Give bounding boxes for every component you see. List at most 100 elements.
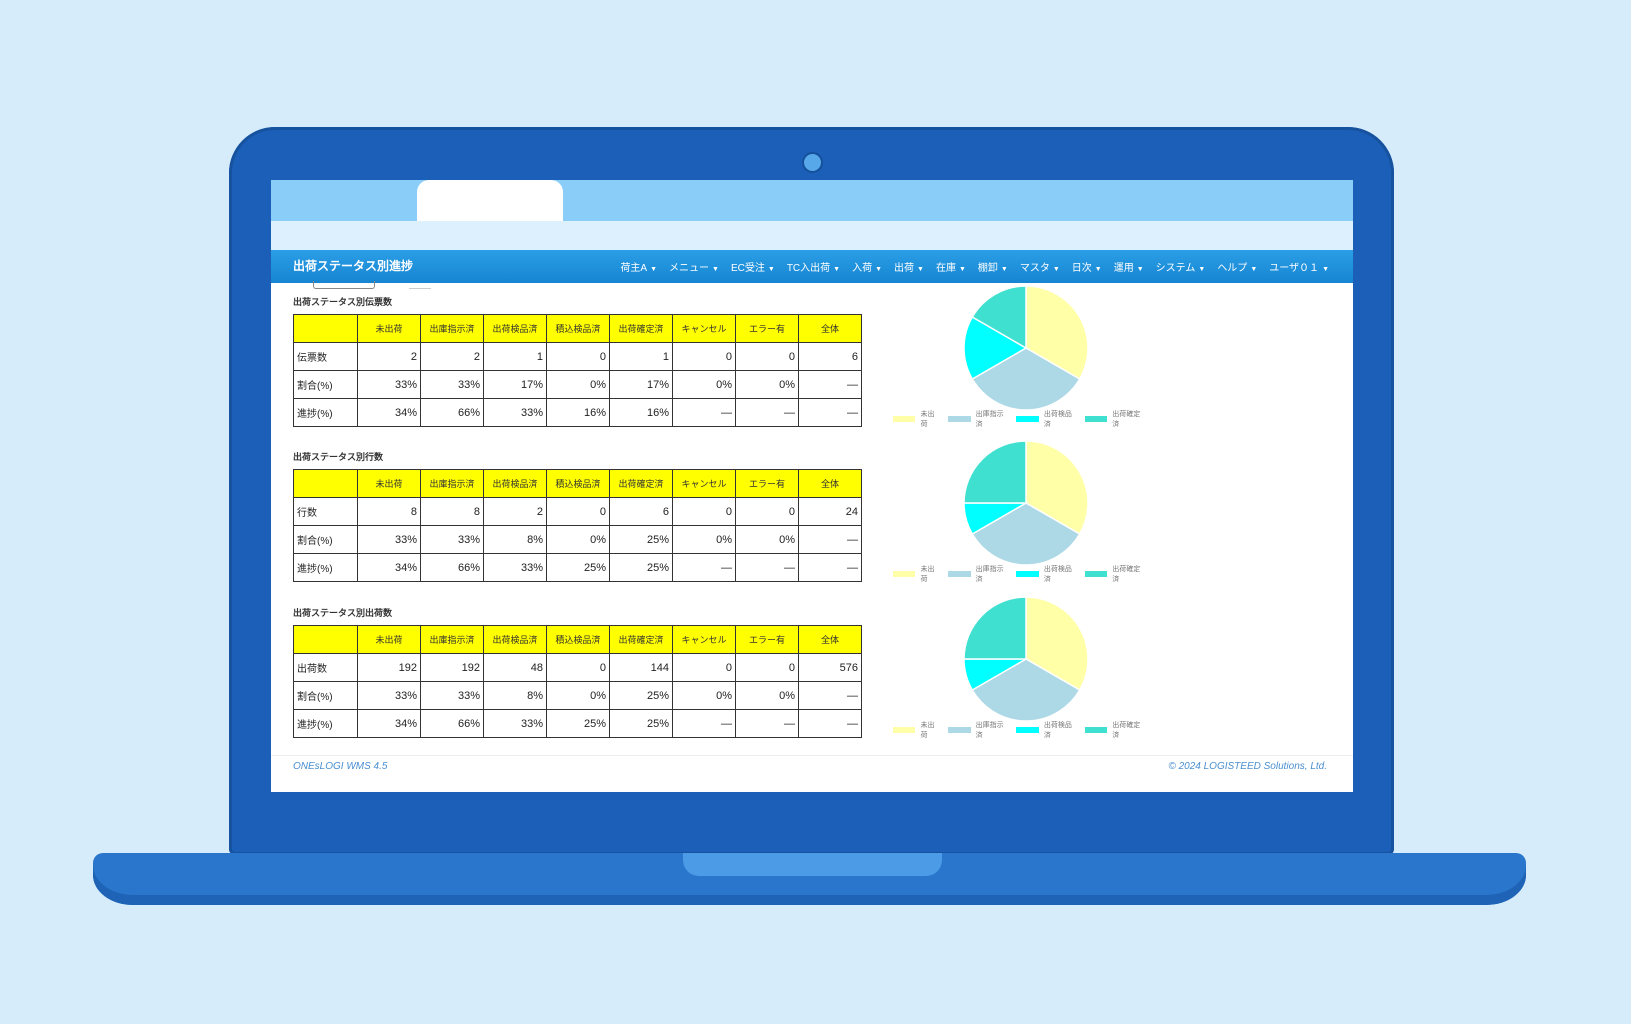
nav-menu-item[interactable]: ヘルプ ▼ xyxy=(1217,259,1257,274)
status-section: 出荷ステータス別行数 未出荷 出庫指示済 出荷検品済 積込検品済 出荷確定済 キャンセル エラ… xyxy=(293,440,1153,600)
nav-menu-item[interactable]: システム ▼ xyxy=(1156,259,1206,274)
column-header: 出荷確定済 xyxy=(609,314,673,343)
column-header: キャンセル xyxy=(672,469,736,498)
table-cell: 0 xyxy=(735,653,799,682)
pie-slice[interactable] xyxy=(963,440,1027,504)
table-cell: 34% xyxy=(357,398,421,427)
nav-menu-item[interactable]: ユーザ０１ ▼ xyxy=(1269,259,1329,274)
nav-menu-item[interactable]: 入荷 ▼ xyxy=(852,259,882,274)
auto-refresh-toggle[interactable] xyxy=(409,281,431,289)
pie-slice[interactable] xyxy=(963,596,1027,660)
table-cell: 0 xyxy=(672,342,736,371)
legend-label: 出庫指示済 xyxy=(975,410,1004,428)
table-cell: 0 xyxy=(546,342,610,371)
column-header: 未出荷 xyxy=(357,469,421,498)
caret-down-icon: ▼ xyxy=(958,266,966,273)
nav-menu-item[interactable]: 出荷 ▼ xyxy=(894,259,924,274)
column-header: 出荷確定済 xyxy=(609,469,673,498)
update-button[interactable] xyxy=(313,281,375,289)
legend-swatch xyxy=(893,571,916,577)
table-cell: 0% xyxy=(672,525,736,554)
legend-item[interactable]: 出荷検品済 xyxy=(1016,720,1076,740)
table-cell: — xyxy=(672,709,736,738)
nav-menu-label: 入荷 xyxy=(852,263,873,274)
legend-label: 出荷確定済 xyxy=(1112,410,1141,428)
legend-label: 未出荷 xyxy=(920,721,935,739)
pie-slice[interactable] xyxy=(1025,285,1089,381)
table-cell: 0% xyxy=(672,681,736,710)
legend-swatch xyxy=(1016,727,1039,733)
legend-item[interactable]: 出荷検品済 xyxy=(1016,564,1076,584)
legend-item[interactable]: 出荷検品済 xyxy=(1016,409,1076,429)
nav-menu-label: ヘルプ xyxy=(1217,263,1248,274)
nav-menu-label: システム xyxy=(1155,263,1196,274)
caret-down-icon: ▼ xyxy=(875,266,883,273)
table-cell: 34% xyxy=(357,709,421,738)
legend-item[interactable]: 出庫指示済 xyxy=(948,564,1008,584)
row-label: 割合(%) xyxy=(293,525,358,554)
table-cell: 576 xyxy=(798,653,862,682)
table-cell: 33% xyxy=(420,525,484,554)
table-row: 割合(%) 33% 33% 8% 0% 25% 0% 0% — xyxy=(293,681,862,710)
legend-item[interactable]: 未出荷 xyxy=(893,720,940,740)
table-cell: 192 xyxy=(420,653,484,682)
column-header xyxy=(293,469,358,498)
table-cell: 33% xyxy=(420,681,484,710)
table-cell: 33% xyxy=(483,553,547,582)
legend-swatch xyxy=(1084,727,1108,733)
column-header: 未出荷 xyxy=(357,625,421,654)
table-cell: — xyxy=(798,398,862,427)
nav-menu-item[interactable]: EC受注 ▼ xyxy=(731,259,775,274)
table-cell: 0 xyxy=(735,342,799,371)
table-cell: 66% xyxy=(420,709,484,738)
table-cell: 66% xyxy=(420,553,484,582)
table-cell: 8 xyxy=(420,497,484,526)
nav-menu-item[interactable]: 在庫 ▼ xyxy=(936,259,966,274)
table-cell: 25% xyxy=(609,681,673,710)
table-header-row: 未出荷 出庫指示済 出荷検品済 積込検品済 出荷確定済 キャンセル エラー有 全体 xyxy=(293,469,862,498)
legend-item[interactable]: 未出荷 xyxy=(893,564,940,584)
legend-item[interactable]: 出庫指示済 xyxy=(948,409,1008,429)
legend-item[interactable]: 出荷確定済 xyxy=(1084,720,1145,740)
nav-menu-item[interactable]: 運用 ▼ xyxy=(1114,259,1144,274)
pie-slice[interactable] xyxy=(963,315,1028,381)
caret-down-icon: ▼ xyxy=(650,266,658,273)
table-cell: 24 xyxy=(798,497,862,526)
column-header: エラー有 xyxy=(735,625,799,654)
table-cell: — xyxy=(735,398,799,427)
legend-item[interactable]: 出荷確定済 xyxy=(1084,564,1145,584)
table-cell: 8 xyxy=(357,497,421,526)
pie-slice[interactable] xyxy=(1025,596,1089,692)
browser-tab[interactable] xyxy=(417,180,563,221)
nav-menu-item[interactable]: 日次 ▼ xyxy=(1072,259,1102,274)
table-header-row: 未出荷 出庫指示済 出荷検品済 積込検品済 出荷確定済 キャンセル エラー有 全体 xyxy=(293,314,862,343)
column-header: 出荷検品済 xyxy=(483,469,547,498)
row-label: 割合(%) xyxy=(293,681,358,710)
pie-slice[interactable] xyxy=(1025,440,1089,536)
column-header: 積込検品済 xyxy=(546,469,610,498)
table-cell: 0% xyxy=(735,681,799,710)
table-cell: 25% xyxy=(609,525,673,554)
legend-item[interactable]: 出荷確定済 xyxy=(1084,409,1145,429)
nav-menu-label: ユーザ０１ xyxy=(1269,263,1320,274)
table-row: 進捗(%) 34% 66% 33% 16% 16% — — — xyxy=(293,398,862,427)
nav-menu-item[interactable]: TC入出荷 ▼ xyxy=(787,259,840,274)
nav-menu-item[interactable]: メニュー ▼ xyxy=(669,259,719,274)
column-header xyxy=(293,625,358,654)
table-cell: 0 xyxy=(672,497,736,526)
nav-menu-item[interactable]: マスタ ▼ xyxy=(1020,259,1060,274)
column-header: 未出荷 xyxy=(357,314,421,343)
legend-item[interactable]: 出庫指示済 xyxy=(948,720,1008,740)
legend-item[interactable]: 未出荷 xyxy=(893,409,940,429)
table-cell: 0% xyxy=(672,370,736,399)
nav-menu-item[interactable]: 棚卸 ▼ xyxy=(978,259,1008,274)
pie-slice[interactable] xyxy=(971,285,1027,350)
legend-swatch xyxy=(1016,571,1039,577)
copyright-label: © 2024 LOGISTEED Solutions, Ltd. xyxy=(1168,761,1327,772)
legend-swatch xyxy=(893,416,916,422)
legend-label: 未出荷 xyxy=(920,410,935,428)
nav-menu: 荷主A ▼ メニュー ▼ EC受注 ▼ TC入出荷 ▼ 入荷 ▼ 出荷 ▼ 在庫 ▼ 棚卸 ▼ マスタ ▼ 日次 ▼ 運… xyxy=(608,259,1329,274)
row-label: 進捗(%) xyxy=(293,709,358,738)
nav-menu-item[interactable]: 荷主A ▼ xyxy=(620,259,657,274)
caret-down-icon: ▼ xyxy=(1052,266,1060,273)
